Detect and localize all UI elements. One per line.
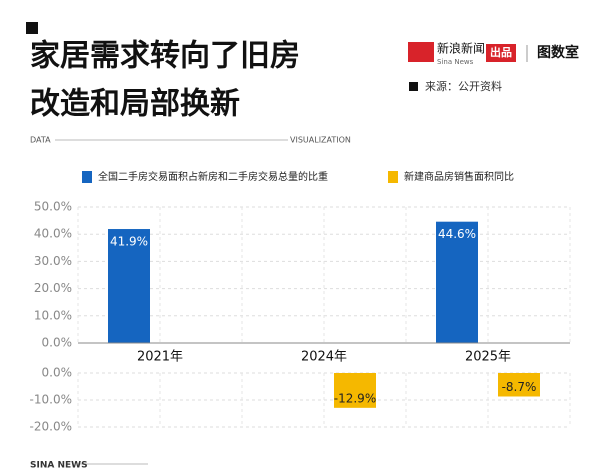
bar: [334, 373, 376, 408]
legend-swatch: [388, 171, 398, 183]
y-tick-label: 40.0%: [34, 227, 72, 241]
title-mark: [26, 22, 38, 34]
source: 来源：公开资料: [425, 79, 502, 93]
y-tick-label: 0.0%: [42, 336, 73, 350]
value-label: 44.6%: [438, 227, 476, 241]
logo-text: 新浪新闻: [437, 41, 485, 56]
logo-icon: [408, 42, 434, 62]
chart-title: 改造和局部换新: [30, 87, 240, 122]
chart-title: 家居需求转向了旧房: [30, 39, 300, 74]
value-label: -12.9%: [334, 391, 376, 405]
badge: 出品: [490, 45, 512, 59]
footer: SINA NEWS: [30, 461, 88, 471]
bar: [108, 229, 150, 343]
legend-swatch: [82, 171, 92, 183]
corner-label: VISUALIZATION: [290, 136, 351, 145]
bar: [436, 221, 478, 343]
y-tick-label: 10.0%: [34, 308, 72, 322]
badge-bg: [486, 44, 516, 62]
y-tick-label: 0.0%: [42, 366, 73, 380]
y-tick-label: -20.0%: [30, 420, 72, 434]
value-label: -8.7%: [502, 380, 537, 394]
studio: 图数室: [537, 44, 579, 61]
y-tick-label: 50.0%: [34, 200, 72, 214]
y-tick-label: 30.0%: [34, 254, 72, 268]
bar: [498, 373, 540, 397]
x-tick-label: 2024年: [301, 350, 347, 365]
y-tick-label: -10.0%: [30, 393, 72, 407]
corner-label: DATA: [30, 136, 51, 145]
x-tick-label: 2025年: [465, 350, 511, 365]
logo-sub: Sina News: [437, 58, 474, 66]
y-tick-label: 20.0%: [34, 281, 72, 295]
x-tick-label: 2021年: [137, 350, 183, 365]
legend-label: 新建商品房销售面积同比: [404, 170, 514, 183]
source-mark: [409, 82, 418, 91]
value-label: 41.9%: [110, 235, 148, 249]
legend-label: 全国二手房交易面积占新房和二手房交易总量的比重: [98, 170, 328, 183]
